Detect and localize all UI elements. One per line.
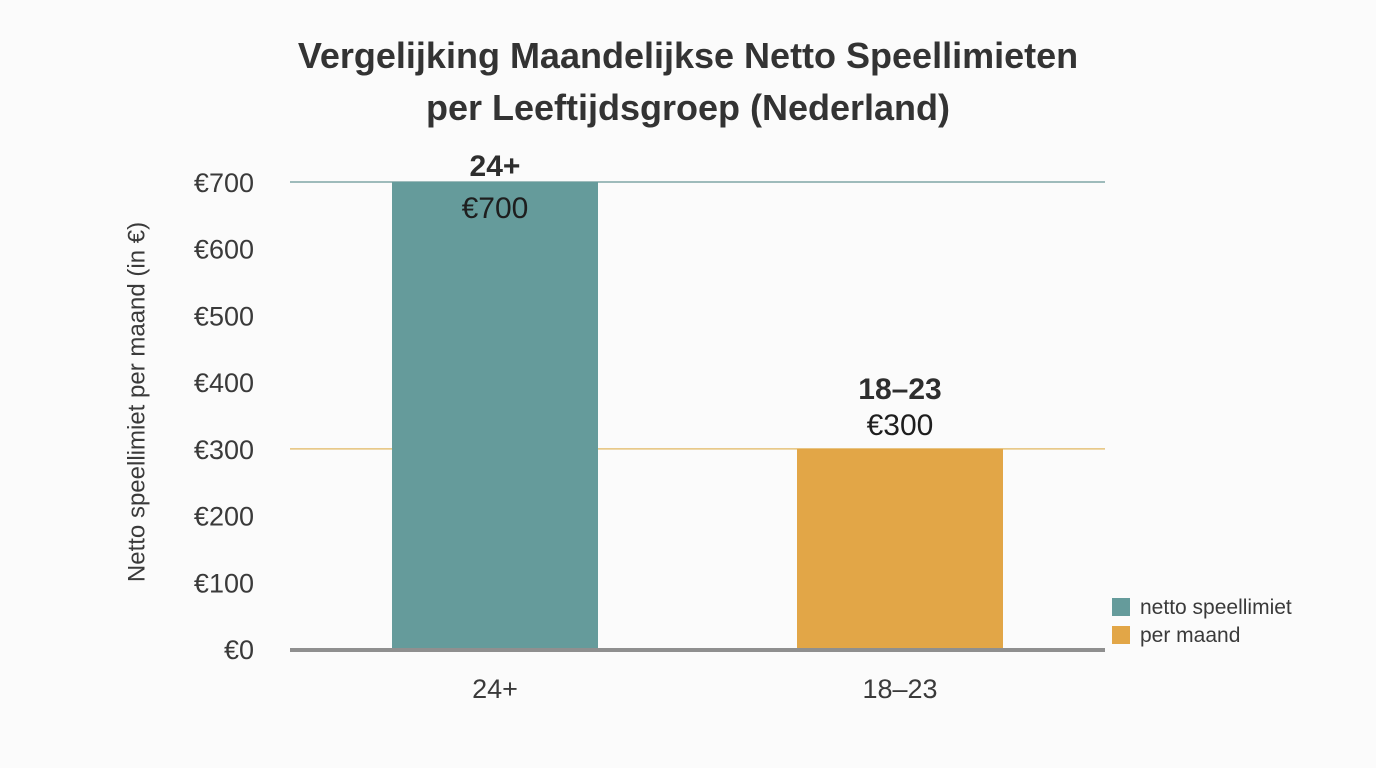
y-axis-ticks: €0 €100 €200 €300 €400 €500 €600 €700 [194,168,254,665]
bar-name-label: 24+ [470,150,521,183]
legend: netto speellimiet per maand [1112,596,1292,647]
x-tick-label: 18–23 [862,674,937,704]
x-tick-label: 24+ [472,674,518,704]
bar-0 [392,182,598,649]
bar-1 [797,448,1003,649]
bar-annotations: 24+ €700 18–23€300 [462,150,942,442]
chart-title: Vergelijking Maandelijkse Netto Speellim… [0,30,1376,134]
chart-title-line-2: per Leeftijdsgroep (Nederland) [425,87,951,128]
y-tick-label: €700 [194,168,254,198]
bar-value-label: €300 [867,409,934,442]
y-tick-label: €200 [194,502,254,532]
chart-title-line-1: Vergelijking Maandelijkse Netto Speellim… [297,35,1079,76]
bar-name-label: 18–23 [858,373,941,406]
y-tick-label: €600 [194,235,254,265]
y-tick-label: €100 [194,568,254,598]
y-tick-label: €500 [194,301,254,331]
y-axis-title: Netto speellimiet per maand (in €) [123,222,150,582]
legend-label: netto speellimiet [1140,596,1292,619]
bar-value-label: €700 [462,192,529,225]
bars [392,182,1003,649]
y-tick-label: €0 [224,635,254,665]
y-tick-label: €300 [194,435,254,465]
x-axis-ticks: 24+ 18–23 [472,674,937,704]
legend-label: per maand [1140,624,1240,647]
legend-swatch [1112,626,1130,644]
legend-swatch [1112,598,1130,616]
y-tick-label: €400 [194,368,254,398]
